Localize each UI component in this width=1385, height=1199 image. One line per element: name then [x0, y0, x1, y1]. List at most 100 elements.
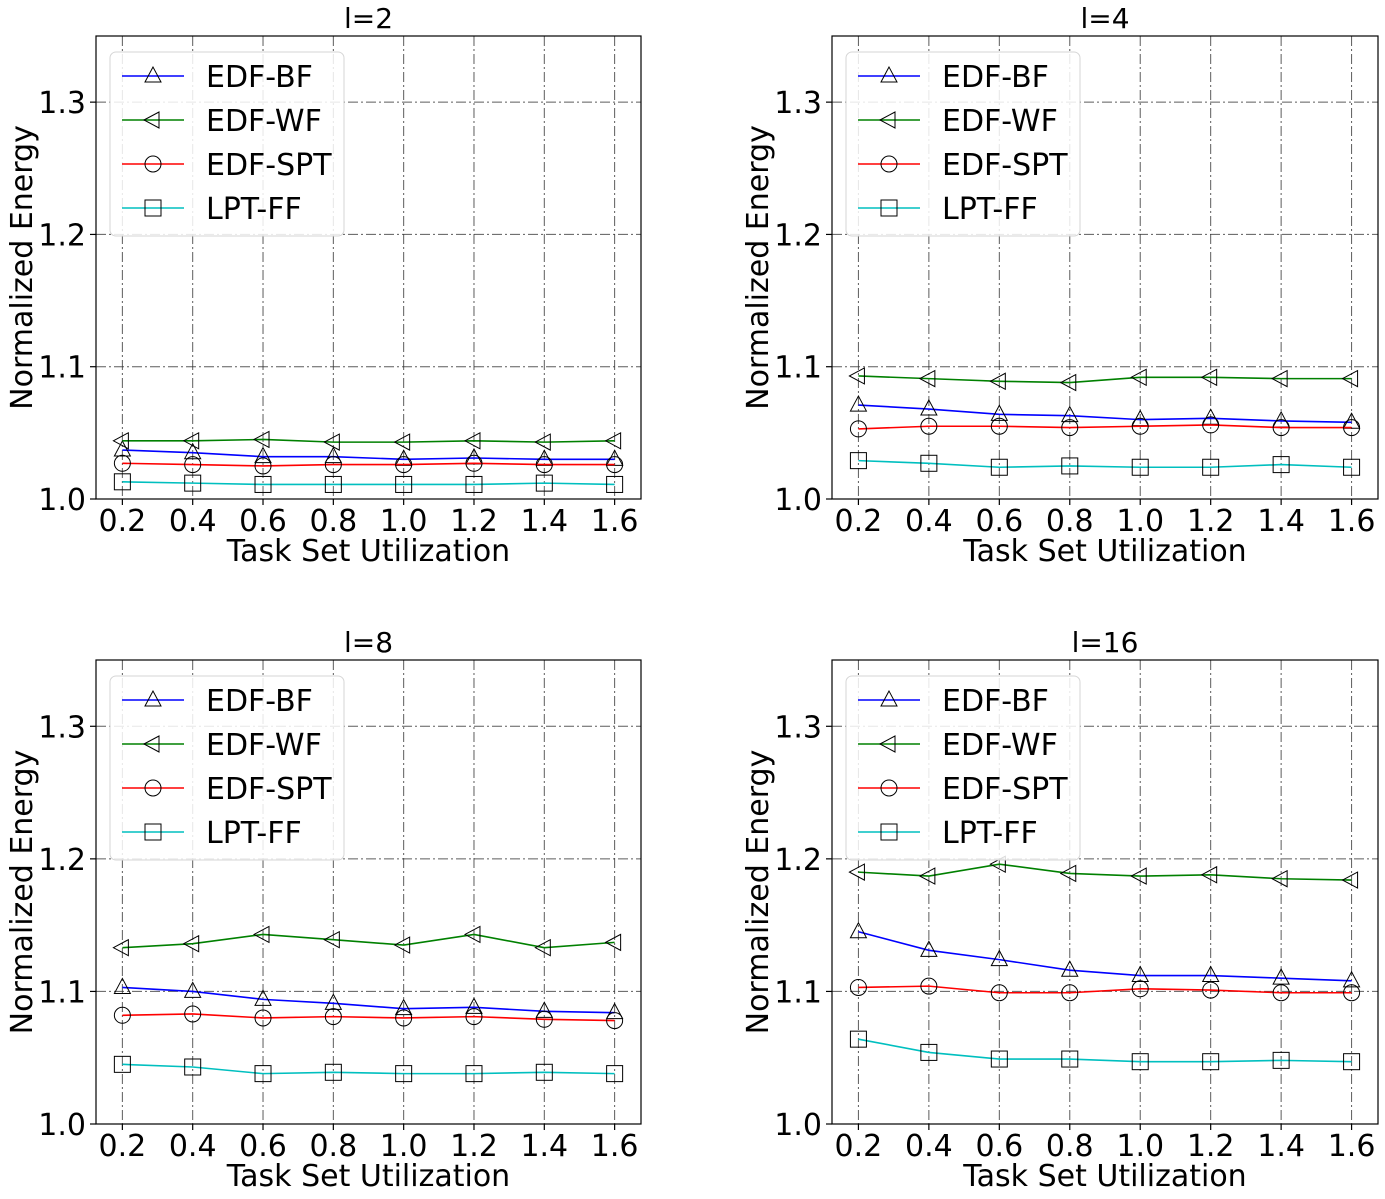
chart-title: l=16	[1072, 626, 1139, 659]
data-point	[1131, 417, 1149, 435]
data-point	[1202, 416, 1220, 434]
data-point	[1272, 1051, 1290, 1069]
data-point	[920, 940, 938, 957]
data-point	[1131, 965, 1150, 983]
data-point	[1202, 981, 1220, 999]
legend-label: EDF-BF	[942, 60, 1049, 95]
chart-title: l=8	[344, 626, 393, 659]
y-tick-label: 1.0	[38, 483, 86, 518]
legend-label: EDF-SPT	[942, 148, 1068, 183]
x-tick-label: 0.4	[169, 1129, 217, 1164]
series-edf-spt	[849, 977, 1361, 1002]
data-point	[1130, 867, 1147, 885]
data-point	[990, 984, 1008, 1002]
data-point	[849, 420, 867, 438]
data-point	[1343, 1053, 1361, 1071]
data-point	[184, 1058, 202, 1076]
chart-panel-1: 0.2 0.4 0.6 0.8 1.0 1.2 1.4 1.6 1.0 1.1 1.2 1.3 l=2 T…	[5, 2, 642, 569]
legend-marker	[144, 199, 162, 217]
legend-label: EDF-BF	[206, 684, 313, 719]
x-tick-label: 1.6	[1328, 504, 1376, 539]
data-point	[112, 938, 129, 957]
legend-label: LPT-FF	[206, 816, 302, 851]
data-point	[393, 936, 411, 954]
data-point	[1200, 368, 1218, 387]
y-tick-label: 1.1	[774, 351, 822, 386]
x-tick-label: 0.8	[1046, 1129, 1094, 1164]
series-edf-bf	[849, 395, 1361, 429]
x-tick-label: 0.6	[239, 504, 287, 539]
x-tick-label: 1.4	[520, 504, 568, 539]
series-edf-spt	[849, 416, 1361, 438]
data-point	[534, 938, 551, 957]
data-point	[920, 1043, 938, 1061]
legend-marker	[142, 735, 160, 753]
data-point	[113, 454, 131, 472]
x-tick-label: 0.4	[905, 1129, 953, 1164]
data-point	[849, 978, 867, 996]
data-point	[1061, 1050, 1079, 1068]
series-line	[122, 481, 615, 486]
data-point	[849, 395, 868, 412]
legend-label: EDF-WF	[206, 104, 322, 139]
series-line	[858, 930, 1352, 982]
legend-marker	[144, 65, 162, 83]
data-point	[254, 457, 272, 475]
y-tick-label: 1.3	[774, 86, 822, 121]
data-point	[1343, 984, 1361, 1002]
data-point	[1060, 405, 1079, 423]
x-tick-label: 0.2	[99, 1129, 147, 1164]
data-point	[254, 446, 272, 464]
series-line	[122, 449, 615, 461]
data-point	[395, 1009, 413, 1027]
legend-label: EDF-BF	[942, 684, 1049, 719]
x-tick-label: 0.8	[1046, 504, 1094, 539]
x-tick-label: 1.4	[520, 1129, 568, 1164]
legend-label: EDF-SPT	[942, 772, 1068, 807]
data-point	[183, 442, 202, 460]
y-tick-label: 1.1	[38, 351, 86, 386]
data-point	[1341, 871, 1359, 889]
data-point	[113, 439, 132, 457]
data-point	[535, 1010, 553, 1028]
data-point	[1131, 980, 1149, 998]
data-point	[1059, 864, 1077, 883]
data-point	[920, 398, 938, 416]
plot-frame	[831, 35, 1379, 500]
data-point	[184, 474, 202, 492]
legend-box	[109, 51, 345, 237]
x-tick-label: 1.6	[1328, 1129, 1376, 1164]
legend: EDF-BF EDF-WF EDF-SPT LPT-FF	[109, 51, 345, 237]
data-point	[605, 1002, 624, 1020]
data-point	[395, 1065, 413, 1083]
data-point	[1343, 458, 1361, 476]
data-point	[848, 367, 865, 385]
x-tick-label: 0.8	[309, 504, 357, 539]
y-tick-label: 1.3	[38, 710, 86, 745]
x-tick-label: 1.0	[380, 504, 428, 539]
legend-marker	[878, 735, 896, 753]
data-point	[112, 431, 129, 450]
legend-label: LPT-FF	[942, 192, 1038, 227]
x-tick-label: 0.8	[309, 1129, 357, 1164]
series-line	[858, 459, 1352, 469]
data-point	[989, 372, 1006, 391]
data-point	[324, 1008, 342, 1026]
data-point	[395, 456, 413, 474]
data-point	[184, 1005, 202, 1023]
series-lpt-ff	[849, 452, 1361, 476]
legend-marker	[880, 689, 898, 707]
data-point	[393, 433, 411, 451]
data-point	[1201, 965, 1220, 983]
data-point	[1061, 419, 1079, 437]
data-point	[1341, 369, 1359, 388]
legend-marker	[880, 199, 898, 217]
data-point	[1060, 960, 1079, 977]
data-point	[990, 404, 1009, 421]
data-point	[918, 867, 936, 885]
data-point	[918, 369, 936, 388]
data-point	[1343, 419, 1361, 437]
series-edf-wf	[112, 925, 622, 957]
data-point	[849, 921, 868, 939]
x-tick-label: 0.4	[905, 504, 953, 539]
